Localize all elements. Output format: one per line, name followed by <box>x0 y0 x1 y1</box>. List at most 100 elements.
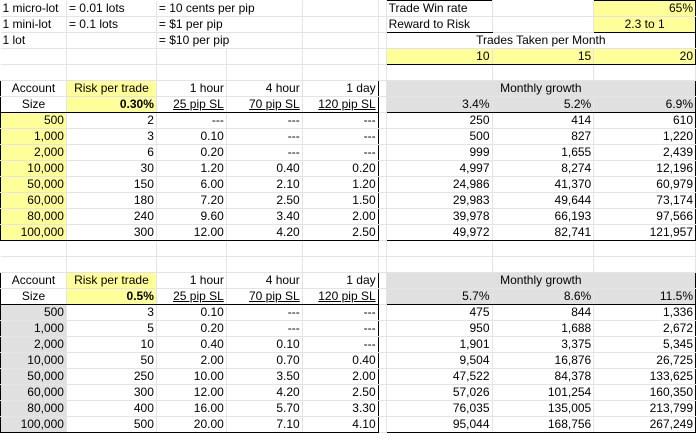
lot-size-1d[interactable]: --- <box>302 320 379 337</box>
risk-amount[interactable]: 300 <box>66 224 157 241</box>
lot-size-1h[interactable]: 9.60 <box>156 208 227 225</box>
win-rate-label[interactable]: Trade Win rate <box>385 0 493 17</box>
lot-size-1d[interactable]: 0.20 <box>302 160 379 177</box>
empty-cell[interactable] <box>378 32 387 49</box>
empty-cell[interactable] <box>378 304 387 321</box>
empty-cell[interactable] <box>593 256 696 273</box>
empty-cell[interactable] <box>226 64 303 81</box>
growth-value[interactable]: 4,997 <box>385 160 493 177</box>
risk-amount[interactable]: 500 <box>66 416 157 433</box>
lot-size-4h[interactable]: 0.70 <box>226 352 303 369</box>
growth-value[interactable]: 24,986 <box>385 176 493 193</box>
empty-cell[interactable] <box>378 416 387 433</box>
account-size[interactable]: 2,000 <box>0 336 67 353</box>
monthly-growth-header[interactable]: Monthly growth <box>385 80 696 97</box>
lot-size-1h[interactable]: 1.20 <box>156 160 227 177</box>
account-size[interactable]: 1,000 <box>0 320 67 337</box>
empty-cell[interactable] <box>492 0 595 17</box>
growth-value[interactable]: 500 <box>385 128 493 145</box>
growth-value[interactable]: 29,983 <box>385 192 493 209</box>
risk-amount[interactable]: 150 <box>66 176 157 193</box>
stoploss-header[interactable]: 120 pip SL <box>302 96 379 113</box>
empty-cell[interactable] <box>156 256 227 273</box>
lot-size-1h[interactable]: 20.00 <box>156 416 227 433</box>
empty-cell[interactable] <box>378 208 387 225</box>
lot-size-4h[interactable]: --- <box>226 320 303 337</box>
growth-value[interactable]: 95,044 <box>385 416 493 433</box>
empty-cell[interactable] <box>378 336 387 353</box>
lot-size-4h[interactable]: 5.70 <box>226 400 303 417</box>
empty-cell[interactable] <box>156 48 227 65</box>
lot-size-1h[interactable]: 12.00 <box>156 224 227 241</box>
growth-value[interactable]: 121,957 <box>593 224 696 241</box>
lot-size-1d[interactable]: --- <box>302 128 379 145</box>
growth-value[interactable]: 2,672 <box>593 320 696 337</box>
empty-cell[interactable] <box>378 272 387 289</box>
growth-value[interactable]: 844 <box>492 304 595 321</box>
account-header[interactable]: Account <box>0 80 67 97</box>
empty-cell[interactable] <box>302 240 379 257</box>
risk-header[interactable]: Risk per trade <box>66 272 157 289</box>
growth-value[interactable]: 475 <box>385 304 493 321</box>
risk-amount[interactable]: 240 <box>66 208 157 225</box>
empty-cell[interactable] <box>226 240 303 257</box>
growth-value[interactable]: 66,193 <box>492 208 595 225</box>
growth-percent[interactable]: 8.6% <box>492 288 595 305</box>
trades-count[interactable]: 15 <box>492 48 595 65</box>
empty-cell[interactable] <box>378 112 387 129</box>
note-lot-size[interactable]: = 0.01 lots <box>66 0 157 17</box>
lot-size-4h[interactable]: --- <box>226 128 303 145</box>
account-size[interactable]: 60,000 <box>0 192 67 209</box>
account-size[interactable]: 100,000 <box>0 416 67 433</box>
note-pip-value[interactable]: = 10 cents per pip <box>156 0 303 17</box>
lot-size-1d[interactable]: 2.50 <box>302 224 379 241</box>
empty-cell[interactable] <box>378 288 387 305</box>
empty-cell[interactable] <box>492 16 595 33</box>
risk-amount[interactable]: 10 <box>66 336 157 353</box>
risk-amount[interactable]: 6 <box>66 144 157 161</box>
note-lot-size[interactable] <box>66 32 157 49</box>
lot-size-1h[interactable]: 2.00 <box>156 352 227 369</box>
risk-percent[interactable]: 0.5% <box>66 288 157 305</box>
empty-cell[interactable] <box>378 0 387 17</box>
growth-value[interactable]: 47,522 <box>385 368 493 385</box>
growth-value[interactable]: 60,979 <box>593 176 696 193</box>
growth-value[interactable]: 135,005 <box>492 400 595 417</box>
empty-cell[interactable] <box>492 64 595 81</box>
account-size[interactable]: 100,000 <box>0 224 67 241</box>
risk-amount[interactable]: 30 <box>66 160 157 177</box>
lot-size-4h[interactable]: 3.50 <box>226 368 303 385</box>
lot-size-1d[interactable]: --- <box>302 304 379 321</box>
risk-amount[interactable]: 300 <box>66 384 157 401</box>
stoploss-header[interactable]: 70 pip SL <box>226 96 303 113</box>
lot-size-1d[interactable]: 2.00 <box>302 208 379 225</box>
note-lot-label[interactable]: 1 micro-lot <box>0 0 67 17</box>
account-size[interactable]: 1,000 <box>0 128 67 145</box>
empty-cell[interactable] <box>378 16 387 33</box>
lot-size-4h[interactable]: --- <box>226 144 303 161</box>
account-size[interactable]: 50,000 <box>0 368 67 385</box>
lot-size-1h[interactable]: 12.00 <box>156 384 227 401</box>
account-size[interactable]: 80,000 <box>0 208 67 225</box>
empty-cell[interactable] <box>378 368 387 385</box>
risk-amount[interactable]: 50 <box>66 352 157 369</box>
empty-cell[interactable] <box>0 64 67 81</box>
risk-amount[interactable]: 250 <box>66 368 157 385</box>
growth-value[interactable]: 950 <box>385 320 493 337</box>
empty-cell[interactable] <box>378 384 387 401</box>
empty-cell[interactable] <box>378 64 387 81</box>
lot-size-4h[interactable]: 0.40 <box>226 160 303 177</box>
growth-value[interactable]: 999 <box>385 144 493 161</box>
risk-amount[interactable]: 2 <box>66 112 157 129</box>
empty-cell[interactable] <box>378 96 387 113</box>
growth-value[interactable]: 2,439 <box>593 144 696 161</box>
lot-size-1d[interactable]: 0.40 <box>302 352 379 369</box>
lot-size-1h[interactable]: 0.40 <box>156 336 227 353</box>
growth-percent[interactable]: 5.7% <box>385 288 493 305</box>
empty-cell[interactable] <box>66 64 157 81</box>
growth-value[interactable]: 827 <box>492 128 595 145</box>
growth-value[interactable]: 49,972 <box>385 224 493 241</box>
risk-header[interactable]: Risk per trade <box>66 80 157 97</box>
empty-cell[interactable] <box>378 224 387 241</box>
growth-value[interactable]: 8,274 <box>492 160 595 177</box>
